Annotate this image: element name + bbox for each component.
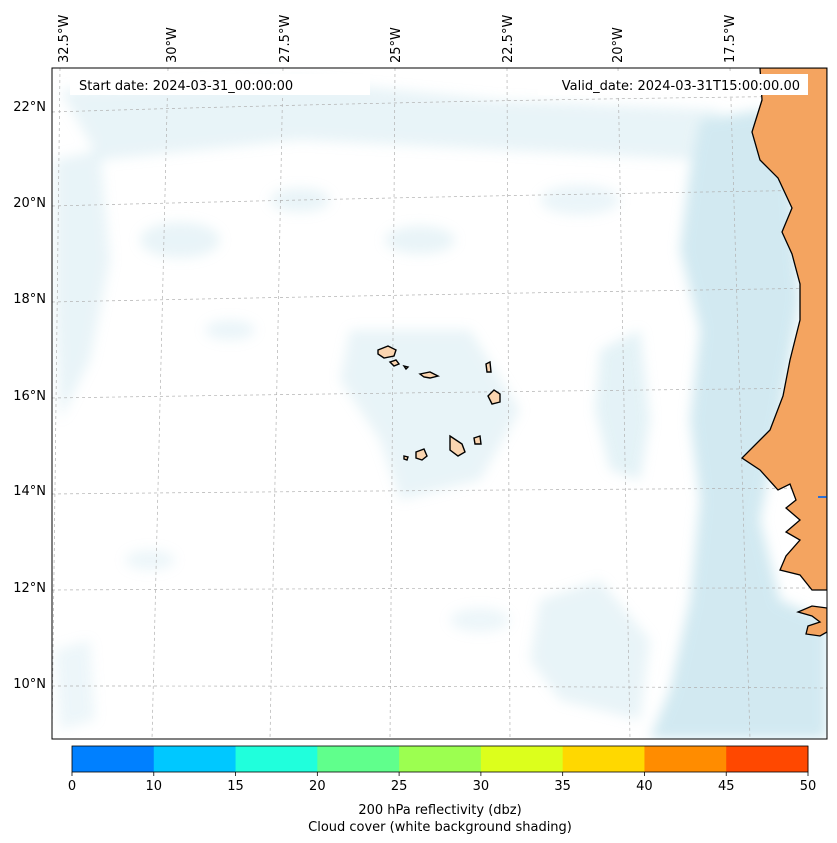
- island-sao-vicente: [388, 359, 401, 367]
- cloud-patch-north: [60, 80, 720, 160]
- colorbar-segment: [317, 746, 400, 772]
- latitude-labels: 22°N 20°N 18°N 16°N 14°N 12°N 10°N: [13, 100, 46, 692]
- island-sao-nicolau: [418, 371, 441, 379]
- lon-label: 32.5°W: [57, 15, 72, 63]
- cloud-blob: [385, 226, 455, 254]
- cloud-patch-islands: [340, 330, 520, 500]
- colorbar-tick-label: 40: [636, 779, 653, 794]
- mainland-africa-south-land: [796, 605, 827, 637]
- island-fogo: [415, 448, 428, 461]
- lat-label: 20°N: [13, 196, 46, 211]
- start-date-label: Start date: 2024-03-31_00:00:00: [79, 79, 293, 94]
- island-santiago: [449, 434, 466, 457]
- colorbar-segment: [726, 746, 809, 772]
- colorbar-segment: [562, 746, 645, 772]
- colorbar-segment: [480, 746, 564, 772]
- colorbar-tick-label: 0: [68, 779, 76, 794]
- lon-label: 27.5°W: [278, 15, 293, 63]
- start-date-box: [70, 74, 370, 95]
- cloud-patch-southwest: [55, 640, 95, 730]
- island-boa-vista: [487, 389, 501, 405]
- cape-verde-islands: [377, 345, 501, 461]
- lat-label: 10°N: [13, 677, 46, 692]
- cloud-blob: [450, 608, 510, 632]
- map-frame: [51, 67, 828, 740]
- island-santo-antao: [377, 345, 397, 359]
- colorbar-frame: [71, 745, 809, 773]
- colorbar-tick-label: 20: [309, 779, 326, 794]
- cloud-blob: [125, 550, 175, 570]
- cloud-blob: [540, 185, 620, 215]
- colorbar-ticks: 0 10 15 20 25 30 35 40 45 50: [68, 772, 816, 794]
- colorbar-tick-label: 30: [473, 779, 490, 794]
- colorbar-tick-label: 45: [718, 779, 735, 794]
- cloud-patch-west: [55, 150, 110, 420]
- colorbar-label-reflectivity: 200 hPa reflectivity (dbz): [358, 803, 521, 818]
- island-santa-luzia: [402, 364, 410, 371]
- valid-date-label: Valid_date: 2024-03-31T15:00:00.00: [562, 79, 800, 94]
- lon-label: 17.5°W: [723, 15, 738, 63]
- cloud-blob: [140, 222, 220, 258]
- colorbar-tick-label: 50: [800, 779, 817, 794]
- colorbar-tick-label: 15: [227, 779, 244, 794]
- colorbar-tick-label: 35: [554, 779, 571, 794]
- lon-label: 25°W: [389, 27, 404, 63]
- cloud-blob: [205, 320, 255, 340]
- colorbar-label-cloud-cover: Cloud cover (white background shading): [308, 820, 572, 835]
- island-sal: [485, 360, 492, 373]
- longitude-labels: 32.5°W 30°W 27.5°W 25°W 22.5°W 20°W 17.5…: [57, 15, 738, 63]
- colorbar-tick-label: 25: [391, 779, 408, 794]
- lat-label: 18°N: [13, 292, 46, 307]
- colorbar-segments: [72, 746, 809, 772]
- colorbar-segment: [235, 746, 318, 772]
- lat-label: 16°N: [13, 389, 46, 404]
- colorbar-segment: [72, 746, 155, 772]
- cloud-cover-shading: [55, 80, 827, 739]
- valid-date-box: [538, 74, 808, 95]
- lat-label: 22°N: [13, 100, 46, 115]
- colorbar-segment: [644, 746, 727, 772]
- colorbar-segment: [399, 746, 482, 772]
- map-panel: [52, 68, 827, 739]
- island-brava: [403, 455, 409, 461]
- colorbar: 0 10 15 20 25 30 35 40 45 50 200 hPa reflectivity…: [68, 745, 816, 835]
- colorbar-tick-label: 10: [146, 779, 163, 794]
- island-maio: [473, 435, 482, 445]
- lon-label: 30°W: [165, 27, 180, 63]
- lon-label: 20°W: [611, 27, 626, 63]
- cloud-band-lower: [530, 580, 650, 720]
- cloud-band-east: [650, 110, 827, 739]
- graticule: [52, 68, 827, 739]
- mainland-africa-land: [740, 68, 827, 591]
- lat-label: 12°N: [13, 581, 46, 596]
- colorbar-segment: [153, 746, 237, 772]
- cloud-band-central: [595, 330, 650, 480]
- lon-label: 22.5°W: [501, 15, 516, 63]
- lat-label: 14°N: [13, 484, 46, 499]
